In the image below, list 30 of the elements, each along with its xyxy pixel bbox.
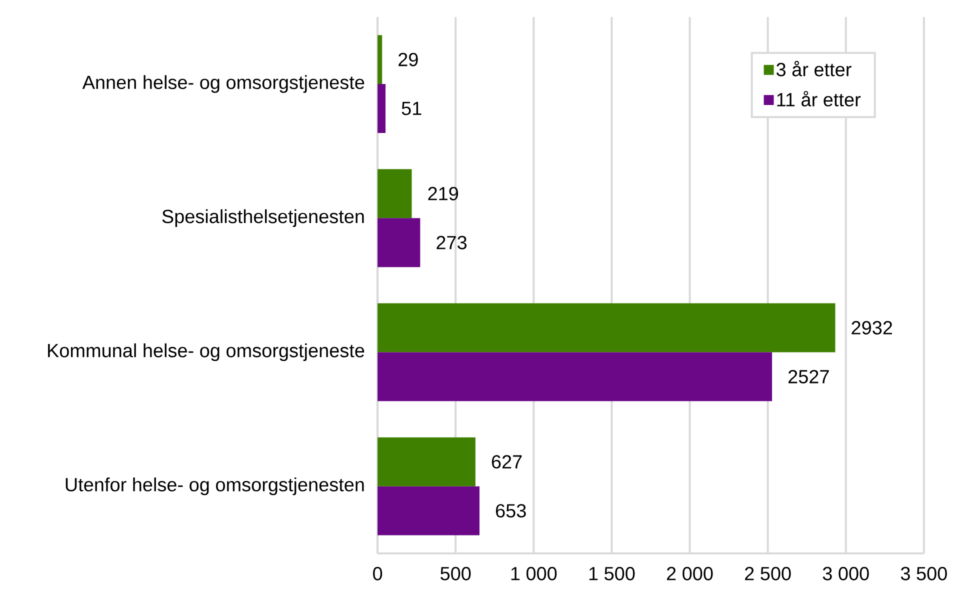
x-tick-label: 2 000 xyxy=(666,566,713,580)
data-label: 51 xyxy=(402,102,422,115)
x-tick-label: 500 xyxy=(440,566,471,580)
x-tick-label: 1 000 xyxy=(511,566,557,580)
bar xyxy=(378,486,480,536)
legend-label: 3 år etter xyxy=(776,60,852,76)
data-label: 653 xyxy=(496,504,526,518)
bar xyxy=(378,437,476,486)
x-tick-label: 3 500 xyxy=(900,566,947,580)
x-tick-label: 0 xyxy=(373,566,382,580)
x-tick-label: 2 500 xyxy=(745,566,791,580)
data-label: 627 xyxy=(492,454,522,468)
bar xyxy=(378,352,772,402)
y-tick-label: Spesialisthelsetjenesten xyxy=(162,209,364,227)
x-tick-label: 3 000 xyxy=(822,566,869,580)
y-tick-label: Annen helse- og omsorgstjeneste xyxy=(82,75,364,93)
data-label: 29 xyxy=(398,52,418,66)
x-tick-label: 1 500 xyxy=(589,566,635,580)
legend-label: 11 år etter xyxy=(777,90,861,106)
data-label: 273 xyxy=(436,236,467,250)
bar xyxy=(378,169,412,218)
bar xyxy=(378,34,382,84)
bar xyxy=(378,84,386,133)
bar xyxy=(378,218,420,267)
data-label: 2932 xyxy=(852,320,892,334)
y-tick-label: Utenfor helse- og omsorgstjenesten xyxy=(66,477,364,495)
data-label: 2527 xyxy=(788,370,829,384)
data-label: 219 xyxy=(428,186,458,200)
bar xyxy=(378,303,836,352)
y-tick-label: Kommunal helse- og omsorgstjeneste xyxy=(48,343,364,361)
